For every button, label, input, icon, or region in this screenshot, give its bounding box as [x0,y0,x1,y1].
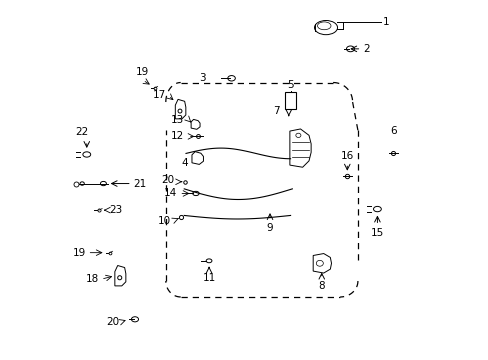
Text: 23: 23 [109,205,122,215]
Text: 12: 12 [171,131,184,141]
Text: 20: 20 [106,317,120,327]
Text: 5: 5 [286,80,293,90]
Text: 17: 17 [152,90,165,100]
Text: 22: 22 [75,127,89,138]
Text: 10: 10 [157,216,170,226]
Text: 13: 13 [171,115,184,125]
Text: 8: 8 [318,281,325,291]
Text: 3: 3 [199,73,206,83]
Text: 14: 14 [163,189,177,198]
Text: 11: 11 [202,273,215,283]
Text: 15: 15 [370,228,383,238]
Text: 1: 1 [382,17,388,27]
Bar [285,92,295,109]
Text: 19: 19 [136,67,149,77]
Text: 7: 7 [272,106,279,116]
Text: 9: 9 [266,223,273,233]
Text: 21: 21 [133,179,146,189]
Text: 20: 20 [161,175,174,185]
Text: 18: 18 [86,274,99,284]
Text: 6: 6 [389,126,396,136]
Text: 16: 16 [340,150,353,161]
Text: 2: 2 [363,44,369,54]
Text: 4: 4 [181,158,187,168]
Text: 19: 19 [72,248,85,258]
